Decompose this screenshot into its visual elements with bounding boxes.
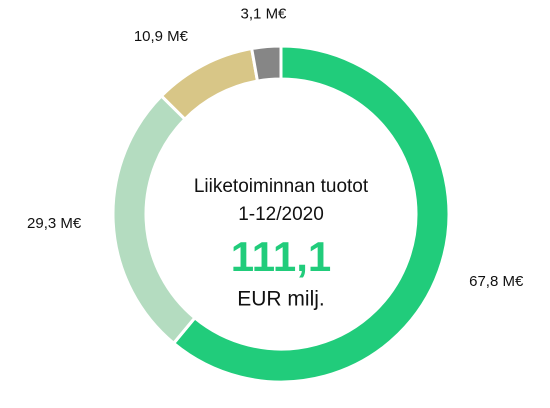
- donut-slice: [159, 46, 260, 122]
- slice-label: 3,1 M€: [241, 6, 288, 23]
- center-title: Liiketoiminnan tuotot: [194, 176, 369, 197]
- center-value: 111,1: [231, 233, 331, 280]
- donut-slice: [111, 93, 197, 346]
- center-unit: EUR milj.: [237, 288, 325, 311]
- slice-label: 29,3 M€: [27, 215, 82, 232]
- donut-slice: [171, 44, 451, 384]
- center-period: 1-12/2020: [238, 204, 324, 225]
- donut-slice: [249, 44, 283, 83]
- slice-label: 10,9 M€: [134, 28, 189, 45]
- slice-label: 67,8 M€: [469, 273, 524, 290]
